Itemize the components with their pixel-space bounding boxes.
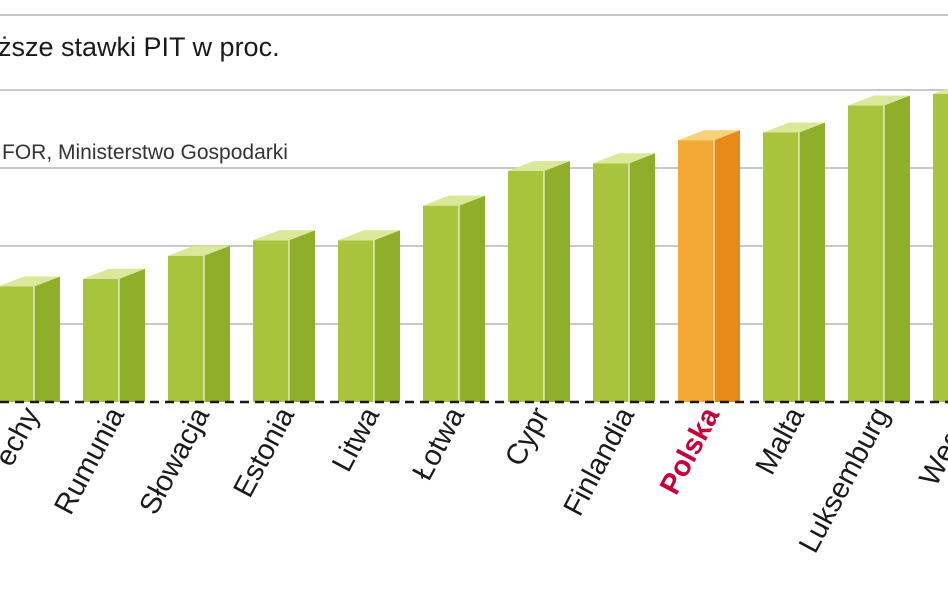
category-label: Słowacja: [133, 401, 216, 519]
category-label: Polska: [654, 401, 727, 499]
category-label: Litwa: [326, 401, 386, 477]
bar-top: [593, 153, 655, 164]
bar-item: [763, 122, 825, 402]
category-label: Cypr: [499, 402, 556, 471]
bar-side: [119, 268, 145, 402]
bar-top: [338, 230, 400, 241]
bar-top: [933, 88, 948, 94]
category-label: Rumunia: [48, 401, 131, 519]
bar-side: [884, 95, 910, 403]
bar-front: [763, 132, 799, 402]
category-label: Finlandia: [558, 401, 642, 521]
bar-item: [168, 245, 230, 402]
bar-top: [253, 230, 315, 241]
bar-front: [0, 286, 34, 402]
bar-item: [0, 276, 60, 402]
bar-item: [423, 195, 485, 402]
bar-front: [933, 94, 948, 402]
bar-front: [253, 240, 289, 402]
bar-top: [508, 161, 570, 171]
category-label: echy: [0, 402, 46, 472]
bar-item: [338, 230, 400, 402]
bar-top: [763, 122, 825, 133]
category-label: Estonia: [228, 401, 302, 502]
bar-front: [338, 240, 374, 402]
bar-front: [593, 163, 629, 402]
category-label: Malta: [750, 402, 812, 480]
category-label: Luksemburg: [793, 402, 896, 558]
bar-top: [0, 276, 60, 287]
bar-side: [289, 230, 315, 402]
bar-top: [168, 245, 230, 256]
category-label: Węgry: [914, 402, 948, 491]
bar-item: [848, 95, 910, 403]
category-labels: echy Rumunia Słowacja Estonia Litwa Łotwa Cypr…: [0, 401, 948, 558]
bar-item: [933, 88, 948, 402]
bar-item: [593, 153, 655, 402]
bar-top: [678, 130, 740, 141]
bar-side: [459, 195, 485, 402]
bar-front: [848, 105, 884, 403]
bar-side: [714, 130, 740, 402]
category-label: Łotwa: [407, 401, 472, 485]
bar-side: [629, 153, 655, 402]
bar-front: [678, 140, 714, 402]
chart-source: FOR, Ministerstwo Gospodarki: [2, 141, 288, 164]
bar-top: [848, 95, 910, 106]
bar-item: [83, 268, 145, 402]
bars: [0, 88, 948, 403]
bar-side: [374, 230, 400, 402]
bar-item: [508, 161, 570, 402]
bar-side: [799, 122, 825, 402]
chart-title: ższe stawki PIT w proc.: [0, 32, 280, 62]
bar-top: [423, 195, 485, 206]
bar-side: [204, 245, 230, 402]
bar-front: [423, 205, 459, 402]
bar-front: [168, 255, 204, 402]
bar-side: [544, 161, 570, 402]
bar-front: [508, 171, 544, 402]
bar-top: [83, 268, 145, 279]
bar-side: [34, 276, 60, 402]
bar-item: [253, 230, 315, 402]
bar-front: [83, 278, 119, 402]
bar-highlight: [678, 130, 740, 402]
